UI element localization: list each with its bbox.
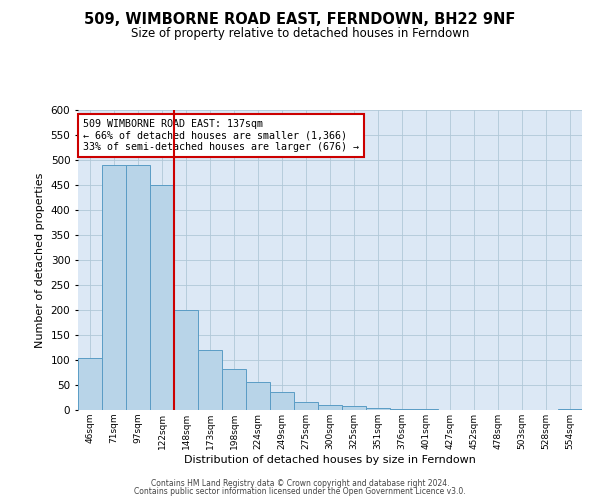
Bar <box>102 165 126 410</box>
Bar <box>126 165 150 410</box>
Bar <box>558 409 582 410</box>
Bar <box>174 310 198 410</box>
Bar <box>318 405 342 410</box>
Bar <box>366 408 390 410</box>
Text: 509, WIMBORNE ROAD EAST, FERNDOWN, BH22 9NF: 509, WIMBORNE ROAD EAST, FERNDOWN, BH22 … <box>85 12 515 28</box>
Bar <box>78 358 102 410</box>
Text: 509 WIMBORNE ROAD EAST: 137sqm
← 66% of detached houses are smaller (1,366)
33% : 509 WIMBORNE ROAD EAST: 137sqm ← 66% of … <box>83 119 359 152</box>
Bar <box>270 392 294 410</box>
Bar <box>150 185 174 410</box>
Bar <box>246 382 270 410</box>
Y-axis label: Number of detached properties: Number of detached properties <box>35 172 45 348</box>
X-axis label: Distribution of detached houses by size in Ferndown: Distribution of detached houses by size … <box>184 454 476 464</box>
Bar <box>198 350 222 410</box>
Text: Contains HM Land Registry data © Crown copyright and database right 2024.: Contains HM Land Registry data © Crown c… <box>151 478 449 488</box>
Bar <box>294 402 318 410</box>
Text: Contains public sector information licensed under the Open Government Licence v3: Contains public sector information licen… <box>134 487 466 496</box>
Bar <box>390 409 414 410</box>
Text: Size of property relative to detached houses in Ferndown: Size of property relative to detached ho… <box>131 28 469 40</box>
Bar <box>222 368 246 410</box>
Bar <box>342 406 366 410</box>
Bar <box>414 409 438 410</box>
